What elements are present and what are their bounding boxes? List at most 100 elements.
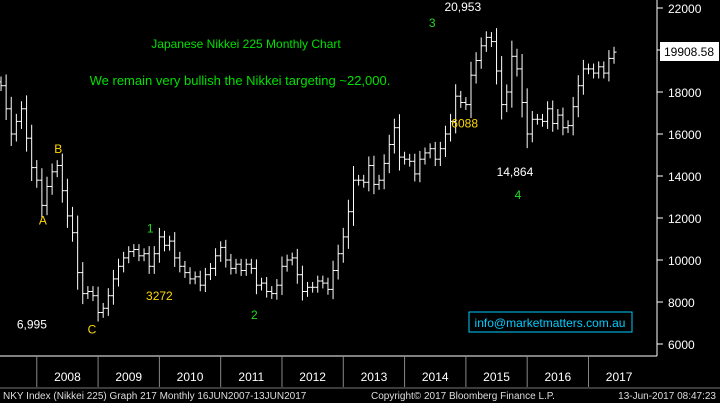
ohlc-bar <box>213 248 219 276</box>
ohlc-bar <box>8 96 14 146</box>
ohlc-bar <box>468 61 474 119</box>
ohlc-bar <box>294 248 300 284</box>
annotation-label: 1 <box>147 222 154 236</box>
ohlc-bar <box>197 270 203 292</box>
ohlc-bar <box>192 271 198 285</box>
ohlc-bar <box>575 75 581 118</box>
y-tick-label: 14000 <box>668 170 702 184</box>
ohlc-bar <box>289 252 295 266</box>
x-tick-label: 2012 <box>299 370 326 384</box>
ohlc-bar <box>391 118 397 154</box>
ohlc-bar <box>24 95 30 152</box>
ohlc-bar <box>478 37 484 69</box>
ohlc-bar <box>534 113 540 125</box>
ohlc-bar <box>187 267 193 285</box>
ohlc-bar <box>488 32 494 47</box>
ohlc-bar <box>95 286 101 322</box>
ohlc-bar <box>131 244 137 257</box>
ohlc-bar <box>606 50 612 82</box>
ohlc-bar <box>437 141 443 167</box>
ohlc-bar <box>335 244 341 280</box>
ohlc-bar <box>59 153 65 203</box>
ohlc-bar <box>376 174 382 190</box>
ohlc-bar <box>110 269 116 305</box>
ohlc-bar <box>44 176 50 216</box>
ohlc-bar <box>442 125 448 157</box>
x-tick-label: 2014 <box>422 370 449 384</box>
ohlc-bar <box>121 251 127 273</box>
x-tick-label: 2010 <box>177 370 204 384</box>
ohlc-bar <box>136 244 142 262</box>
ohlc-bar <box>126 246 132 264</box>
annotation-label: A <box>39 213 47 227</box>
y-tick-label: 12000 <box>668 212 702 226</box>
ohlc-bar <box>248 258 254 274</box>
ohlc-bar <box>172 232 178 267</box>
ohlc-bar <box>264 277 270 298</box>
ohlc-bar <box>29 124 35 182</box>
ohlc-bar <box>381 154 387 190</box>
ohlc-bar <box>146 246 152 274</box>
ohlc-bar <box>182 260 188 278</box>
ohlc-bar <box>259 277 265 291</box>
ohlc-bar <box>243 258 249 276</box>
ohlc-bar <box>494 28 500 85</box>
annotation-label: 14,864 <box>497 165 534 179</box>
ohlc-bar <box>366 156 372 192</box>
ohlc-bar <box>320 275 326 289</box>
chart-title: Japanese Nikkei 225 Monthly Chart <box>151 37 341 51</box>
ohlc-bar <box>233 258 239 274</box>
ohlc-bar <box>167 235 173 251</box>
ohlc-bars <box>0 28 617 322</box>
annotation-label: 3 <box>429 16 436 30</box>
annotation-label: 6,995 <box>17 317 47 331</box>
ohlc-bar <box>524 88 530 149</box>
ohlc-bar <box>202 267 208 293</box>
y-tick-label: 10000 <box>668 254 702 268</box>
ohlc-bar <box>39 168 45 218</box>
ohlc-bar <box>345 199 351 249</box>
ohlc-bar <box>156 227 162 263</box>
x-tick-label: 2015 <box>483 370 510 384</box>
ohlc-bar <box>529 111 535 143</box>
ohlc-bar <box>80 262 86 305</box>
ohlc-bar <box>519 53 525 118</box>
ohlc-bar <box>417 150 423 183</box>
ohlc-bar <box>105 288 111 316</box>
ohlc-bar <box>305 281 311 297</box>
annotation-label: 4 <box>515 188 522 202</box>
footer-copyright: Copyright© 2017 Bloomberg Finance L.P. <box>371 391 555 402</box>
ohlc-bar <box>177 251 183 273</box>
ohlc-bar <box>591 63 597 79</box>
ohlc-bar <box>340 227 346 263</box>
chart-subtitle: We remain very bullish the Nikkei target… <box>90 73 391 88</box>
ohlc-bar <box>585 63 591 75</box>
ohlc-bar <box>18 101 24 129</box>
ohlc-bar <box>3 74 9 121</box>
ohlc-bar <box>371 155 377 195</box>
ohlc-bar <box>161 230 167 252</box>
ohlc-bar <box>75 215 81 290</box>
annotation-label: 6088 <box>451 117 478 131</box>
ohlc-bar <box>54 160 60 178</box>
x-tick-label: 2016 <box>544 370 571 384</box>
ohlc-bar <box>458 90 464 108</box>
ohlc-bar <box>611 46 617 64</box>
ohlc-bar <box>141 248 147 262</box>
ohlc-bar <box>274 279 280 300</box>
ohlc-bar <box>396 114 402 171</box>
ohlc-bar <box>545 101 551 129</box>
y-tick-label: 8000 <box>668 296 695 310</box>
ohlc-bar <box>350 166 356 226</box>
ohlc-bar <box>356 174 362 186</box>
contact-email[interactable]: info@marketmatters.com.au <box>475 316 626 330</box>
ohlc-bar <box>284 254 290 272</box>
ohlc-bar <box>70 206 76 242</box>
ohlc-bar <box>560 107 566 136</box>
ohlc-bar <box>499 56 505 120</box>
ohlc-bar <box>330 260 336 300</box>
ohlc-bar <box>315 275 321 293</box>
annotation-label: 3272 <box>146 289 173 303</box>
